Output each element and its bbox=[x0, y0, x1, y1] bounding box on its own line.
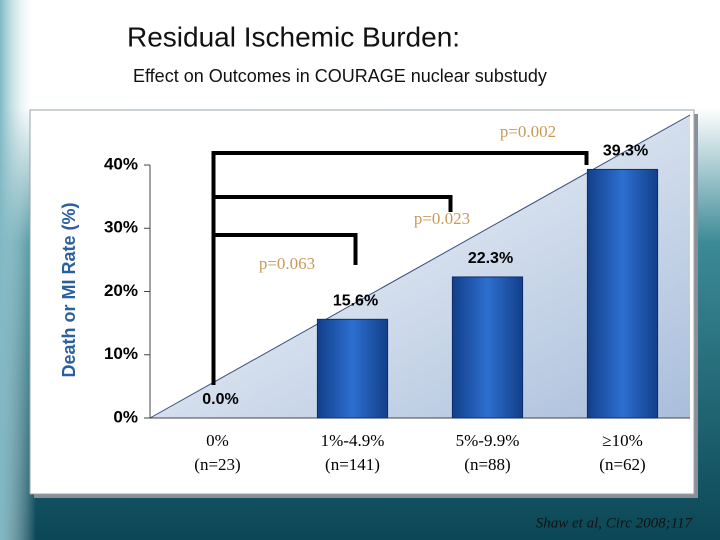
x-tick-count: (n=62) bbox=[599, 455, 645, 474]
y-tick-label: 10% bbox=[104, 344, 138, 363]
bracket bbox=[211, 233, 358, 385]
value-label: 0.0% bbox=[202, 391, 238, 408]
bar bbox=[316, 318, 389, 419]
p-value: p=0.002 bbox=[500, 122, 556, 141]
bar bbox=[586, 168, 659, 419]
x-tick-label: 5%-9.9% bbox=[456, 431, 520, 450]
x-tick-label: ≥10% bbox=[602, 431, 643, 450]
value-label: 15.6% bbox=[333, 293, 378, 310]
y-tick-label: 0% bbox=[113, 407, 138, 426]
title: Residual Ischemic Burden: bbox=[127, 21, 460, 52]
y-tick-label: 20% bbox=[104, 281, 138, 300]
x-tick-count: (n=141) bbox=[325, 455, 380, 474]
x-tick-label: 1%-4.9% bbox=[321, 431, 385, 450]
subtitle: Effect on Outcomes in COURAGE nuclear su… bbox=[133, 66, 547, 86]
x-tick-count: (n=23) bbox=[194, 455, 240, 474]
source: Shaw et al, Circ 2008;117 bbox=[536, 515, 694, 531]
y-tick-label: 40% bbox=[104, 154, 138, 173]
x-tick-count: (n=88) bbox=[464, 455, 510, 474]
bar bbox=[451, 276, 524, 419]
y-tick-label: 30% bbox=[104, 218, 138, 237]
y-axis-label: Death or MI Rate (%) bbox=[59, 202, 79, 377]
x-tick-label: 0% bbox=[206, 431, 229, 450]
p-value: p=0.023 bbox=[414, 209, 470, 228]
value-label: 39.3% bbox=[603, 143, 648, 160]
value-label: 22.3% bbox=[468, 250, 513, 267]
p-value: p=0.063 bbox=[259, 254, 315, 273]
diagonal-line bbox=[149, 114, 691, 419]
